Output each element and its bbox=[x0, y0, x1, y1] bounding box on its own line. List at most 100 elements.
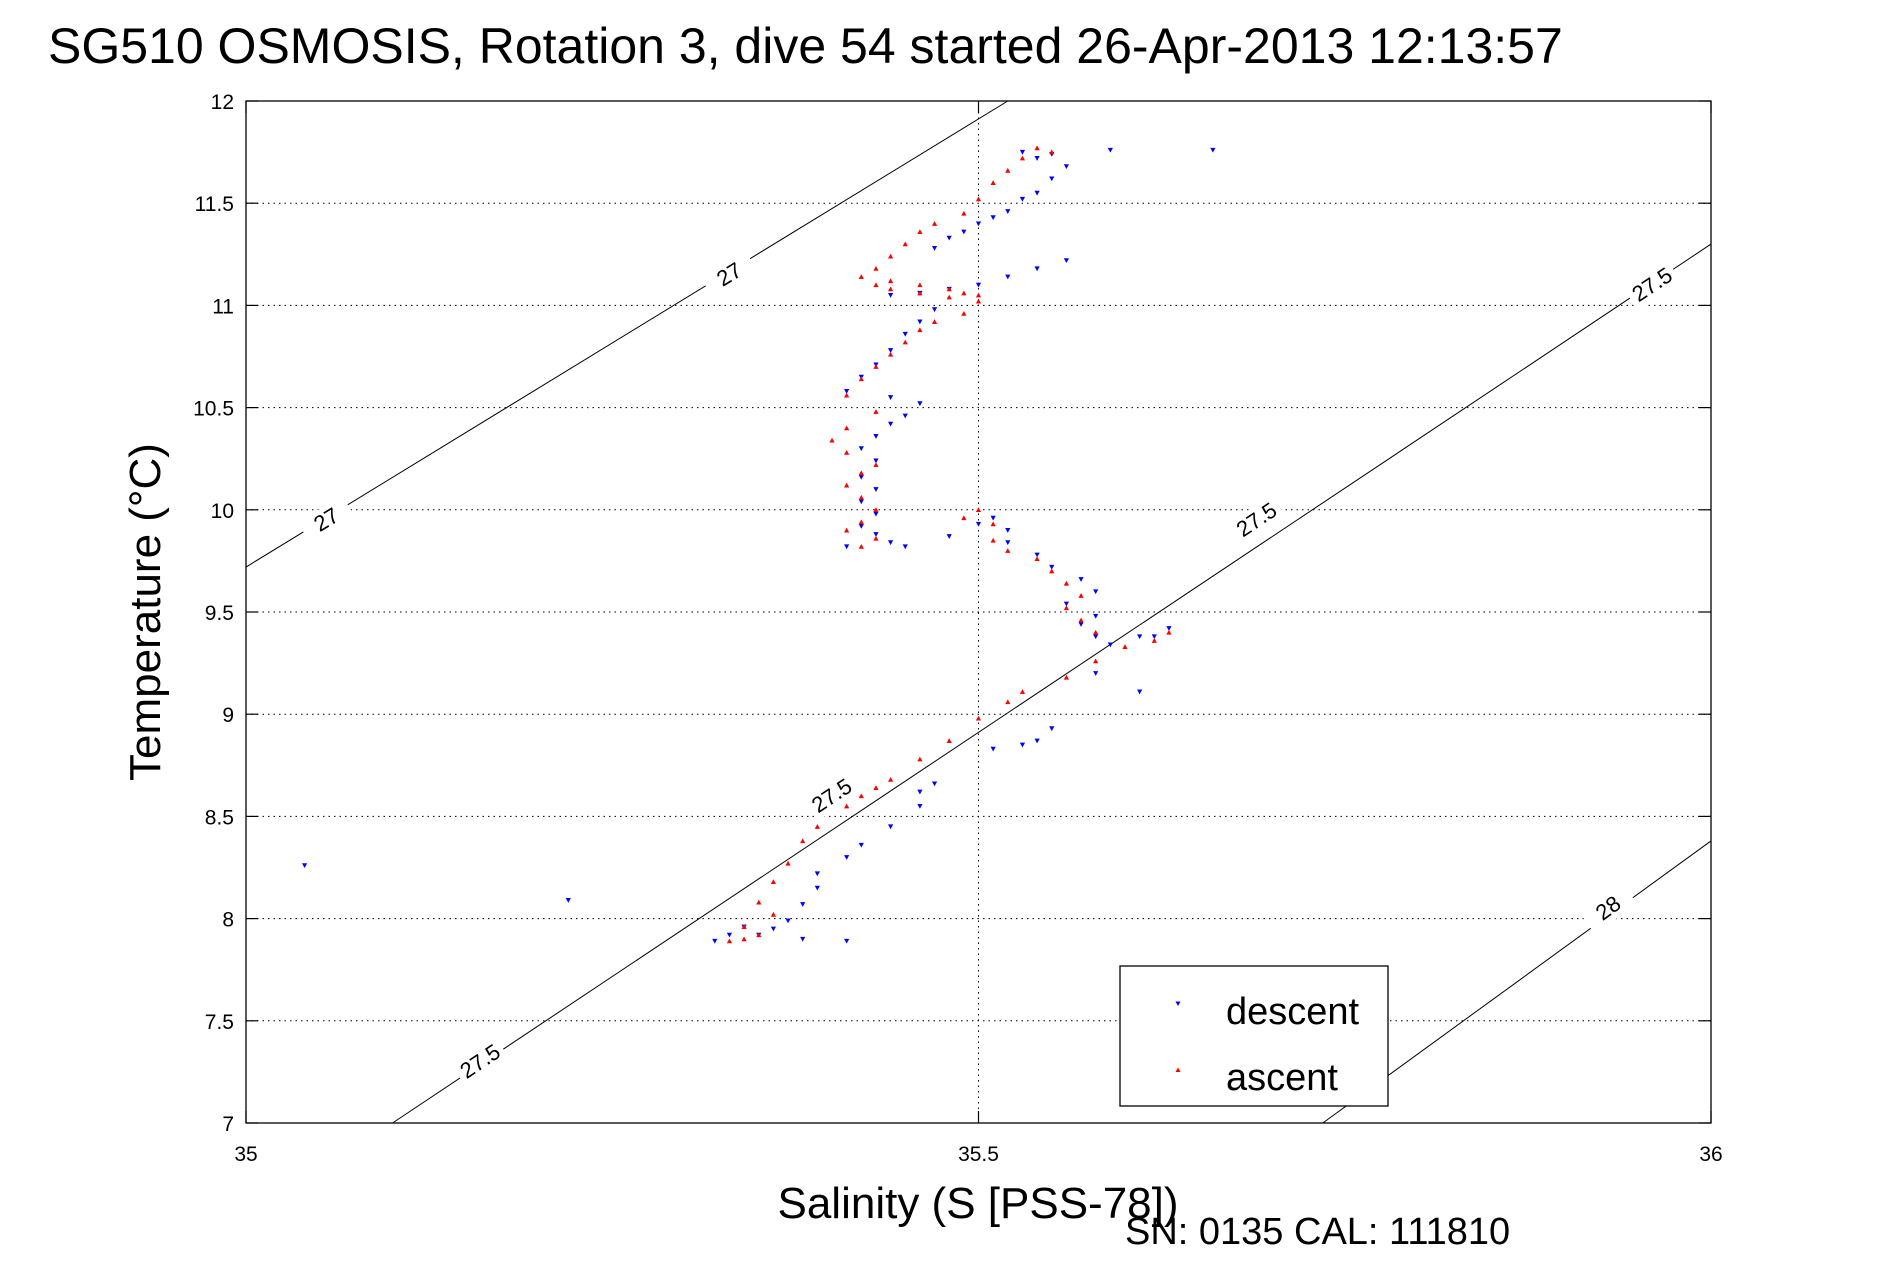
descent-point bbox=[844, 544, 850, 550]
ascent-point bbox=[975, 292, 982, 298]
ascent-point bbox=[1019, 155, 1026, 161]
ascent-point bbox=[917, 756, 923, 762]
ascent-point bbox=[858, 376, 864, 382]
descent-point bbox=[800, 936, 806, 942]
x-axis-label: Salinity (S [PSS-78]) bbox=[777, 1179, 1178, 1228]
legend-descent-marker bbox=[1175, 1001, 1181, 1006]
ascent-point bbox=[975, 507, 982, 512]
descent-point bbox=[1166, 626, 1172, 631]
ascent-point bbox=[858, 519, 864, 525]
descent-point bbox=[726, 932, 733, 938]
ascent-point bbox=[756, 932, 762, 938]
ascent-point bbox=[1078, 593, 1084, 598]
descent-point bbox=[1093, 613, 1099, 619]
data-points bbox=[302, 145, 1216, 944]
ascent-point bbox=[1166, 629, 1172, 635]
descent-point bbox=[917, 789, 923, 795]
ascent-point bbox=[844, 527, 850, 533]
contour-label-mask bbox=[451, 1036, 510, 1087]
descent-point bbox=[814, 871, 820, 877]
ascent-point bbox=[1151, 638, 1157, 643]
ascent-point bbox=[1005, 167, 1011, 173]
descent-point bbox=[1137, 689, 1143, 695]
ascent-point bbox=[888, 351, 894, 357]
ascent-point bbox=[990, 180, 996, 185]
ascent-point bbox=[858, 494, 864, 500]
ascent-point bbox=[1122, 644, 1128, 649]
descent-point bbox=[873, 487, 879, 492]
ascent-point bbox=[873, 364, 879, 369]
x-tick-label: 35 bbox=[234, 1143, 257, 1166]
descent-point bbox=[990, 215, 996, 221]
descent-point bbox=[873, 532, 879, 537]
descent-point bbox=[873, 458, 879, 464]
contour-label-mask bbox=[1623, 259, 1682, 311]
y-axis-label: Temperature (°C) bbox=[121, 443, 170, 781]
descent-point bbox=[902, 544, 908, 550]
descent-point bbox=[1005, 528, 1011, 533]
descent-point bbox=[858, 523, 864, 529]
ascent-point bbox=[990, 537, 996, 543]
ascent-point bbox=[785, 860, 791, 866]
ascent-point bbox=[888, 253, 894, 259]
legend-descent-label: descent bbox=[1226, 991, 1360, 1033]
legend-box bbox=[1119, 965, 1389, 1107]
descent-point bbox=[1063, 164, 1069, 170]
y-tick-label: 9 bbox=[222, 704, 234, 727]
descent-point bbox=[873, 511, 879, 517]
ascent-point bbox=[858, 543, 864, 549]
ascent-point bbox=[946, 294, 952, 300]
descent-point bbox=[990, 746, 996, 752]
ascent-point bbox=[1034, 556, 1040, 562]
descent-point bbox=[1019, 742, 1026, 748]
descent-point bbox=[1093, 634, 1099, 640]
descent-point bbox=[888, 395, 894, 400]
descent-point bbox=[917, 803, 923, 809]
descent-point bbox=[888, 292, 894, 298]
descent-point bbox=[565, 898, 571, 903]
ascent-point bbox=[858, 470, 864, 476]
descent-point bbox=[712, 938, 718, 944]
y-tick-label: 9.5 bbox=[205, 602, 234, 625]
descent-point bbox=[1034, 552, 1040, 558]
y-tick-label: 10.5 bbox=[193, 398, 234, 421]
ascent-point bbox=[975, 196, 982, 202]
ascent-point bbox=[858, 793, 864, 799]
descent-point bbox=[770, 926, 776, 932]
ascent-point bbox=[1049, 568, 1055, 574]
ascent-point bbox=[990, 521, 996, 527]
ascent-point bbox=[858, 274, 864, 279]
contour-label-mask bbox=[297, 495, 356, 545]
ascent-point bbox=[917, 290, 923, 296]
ascent-point bbox=[946, 286, 952, 292]
descent-point bbox=[1049, 726, 1055, 732]
descent-point bbox=[800, 902, 806, 907]
descent-point bbox=[931, 245, 938, 251]
ascent-point bbox=[1093, 629, 1099, 635]
grid bbox=[246, 101, 1711, 1123]
ascent-point bbox=[726, 938, 733, 944]
descent-point bbox=[888, 824, 894, 830]
ascent-point bbox=[917, 327, 923, 333]
ascent-point bbox=[1005, 548, 1011, 553]
descent-point bbox=[1005, 274, 1011, 280]
ascent-point bbox=[888, 286, 894, 292]
ascent-point bbox=[844, 392, 850, 398]
descent-point bbox=[1034, 266, 1040, 272]
y-tick-labels: 7 7.5 8 8.5 9 9.5 10 10.5 11 11.5 12 bbox=[193, 91, 234, 1136]
descent-point bbox=[917, 401, 923, 407]
ascent-point bbox=[756, 899, 762, 905]
ascent-point bbox=[902, 241, 908, 247]
ascent-point bbox=[917, 229, 923, 235]
ascent-point bbox=[961, 515, 967, 521]
y-tick-label: 12 bbox=[211, 91, 234, 114]
descent-point bbox=[844, 389, 850, 394]
descent-point bbox=[1063, 601, 1069, 607]
descent-point bbox=[858, 446, 864, 452]
descent-point bbox=[858, 842, 864, 848]
legend: descent ascent bbox=[1119, 965, 1389, 1107]
descent-point bbox=[1107, 147, 1113, 153]
legend-ascent-marker bbox=[1175, 1067, 1181, 1072]
descent-point bbox=[1063, 258, 1069, 264]
